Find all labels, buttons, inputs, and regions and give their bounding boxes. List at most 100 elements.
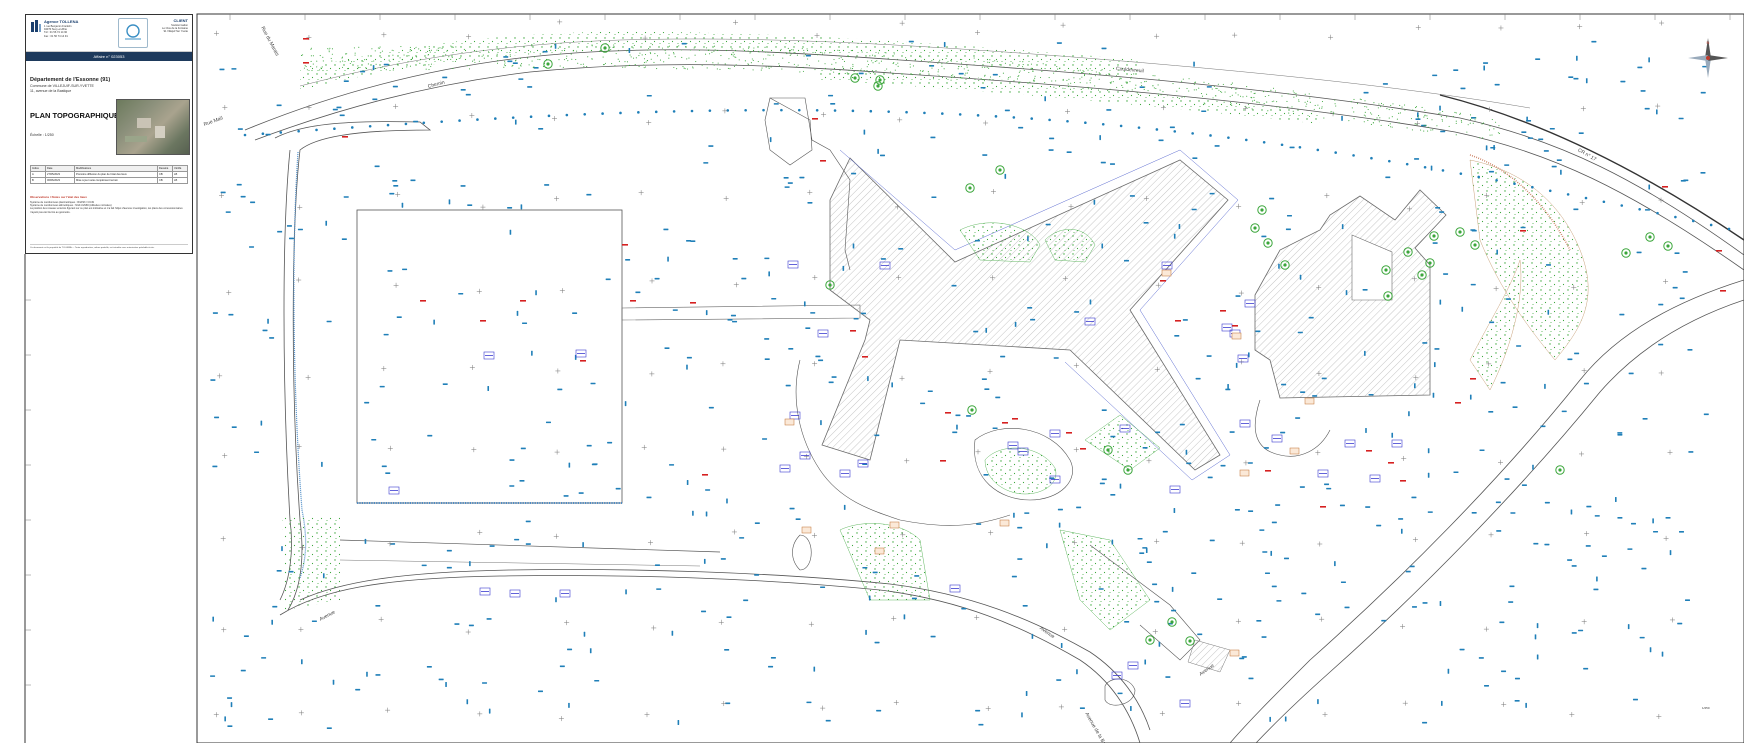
vegetation-dot (910, 67, 911, 68)
red-marker (940, 460, 946, 462)
vegetation-dot (1272, 101, 1273, 102)
vegetation-dot (573, 50, 574, 51)
vegetation-dot (762, 63, 763, 64)
vegetation-dot (305, 65, 306, 66)
vegetation-dot (1412, 129, 1413, 130)
survey-point (1144, 660, 1146, 665)
survey-point (1422, 342, 1427, 344)
vegetation-dot (905, 57, 906, 58)
survey-point (254, 451, 259, 453)
vegetation-dot (1122, 87, 1123, 88)
survey-point (1495, 84, 1500, 86)
vegetation-dot (1298, 101, 1299, 102)
vegetation-dot (761, 70, 762, 71)
survey-point (1506, 298, 1511, 300)
survey-point (487, 386, 489, 391)
vegetation-dot (872, 62, 873, 63)
network-label (1230, 650, 1239, 656)
vegetation-dot (1113, 81, 1114, 82)
tree-icon (1126, 468, 1129, 471)
vegetation-dot (1367, 120, 1368, 121)
vegetation-dot (479, 61, 480, 62)
survey-point (517, 311, 519, 316)
vegetation-dot (1266, 102, 1267, 103)
survey-point (1180, 424, 1185, 426)
vegetation-dot (543, 66, 544, 67)
survey-point (981, 87, 986, 89)
vegetation-dot (320, 55, 321, 56)
vegetation-dot (1212, 88, 1213, 89)
east-building[interactable] (1255, 190, 1446, 398)
vegetation-dot (845, 73, 846, 74)
red-marker (850, 330, 856, 332)
survey-point (1005, 110, 1010, 112)
vegetation-dot (1201, 93, 1202, 94)
vegetation-dot (530, 51, 531, 52)
scale-bar-label: 1/250 (1702, 706, 1710, 710)
vegetation-dot (1225, 92, 1226, 93)
survey-point (1165, 676, 1170, 678)
vegetation-dot (743, 68, 744, 69)
vegetation-dot (1179, 88, 1180, 89)
vegetation-dot (410, 47, 411, 48)
curb-point (1227, 136, 1230, 139)
main-building-x[interactable] (822, 158, 1228, 470)
vegetation-dot (1291, 106, 1292, 107)
vegetation-dot (412, 57, 413, 58)
vegetation-dot (807, 48, 808, 49)
survey-point (1309, 317, 1314, 319)
vegetation-dot (1427, 118, 1428, 119)
vegetation-dot (345, 53, 346, 54)
survey-point (241, 670, 246, 672)
vegetation-dot (1263, 91, 1264, 92)
survey-point (1521, 227, 1526, 229)
vegetation-dot (974, 61, 975, 62)
survey-point (1411, 497, 1416, 499)
vegetation-dot (958, 66, 959, 67)
survey-point (1021, 712, 1023, 717)
vegetation-dot (1120, 78, 1121, 79)
vegetation-dot (1454, 112, 1455, 113)
survey-point (1440, 131, 1445, 133)
survey-point (1130, 195, 1135, 197)
vegetation-dot (1158, 93, 1159, 94)
vegetation-dot (668, 58, 669, 59)
vegetation-dot (1470, 119, 1471, 120)
survey-point (708, 145, 713, 147)
vegetation-dot (1008, 79, 1009, 80)
survey-point (1364, 351, 1366, 356)
vegetation-dot (782, 58, 783, 59)
vegetation-dot (504, 63, 505, 64)
vegetation-dot (951, 75, 952, 76)
survey-point (724, 649, 729, 651)
vegetation-dot (982, 67, 983, 68)
vegetation-dot (928, 71, 929, 72)
vegetation-dot (452, 57, 453, 58)
vegetation-dot (603, 57, 604, 58)
vegetation-dot (852, 66, 853, 67)
vegetation-dot (1390, 126, 1391, 127)
vegetation-dot (978, 80, 979, 81)
survey-point (1648, 184, 1650, 189)
vegetation-dot (1078, 70, 1079, 71)
survey-point (1154, 601, 1159, 603)
survey-point (1262, 636, 1267, 638)
curb-point (1048, 119, 1051, 122)
vegetation-dot (717, 68, 718, 69)
survey-point (1278, 264, 1280, 269)
vegetation-dot (1055, 80, 1056, 81)
vegetation-dot (968, 70, 969, 71)
vegetation-dot (938, 75, 939, 76)
survey-point (739, 537, 744, 539)
vegetation-dot (1068, 83, 1069, 84)
vegetation-dot (790, 53, 791, 54)
survey-point (1174, 335, 1179, 337)
vegetation-dot (962, 77, 963, 78)
survey-point (1012, 576, 1017, 578)
vegetation-dot (329, 51, 330, 52)
survey-point (1483, 62, 1488, 64)
vegetation-dot (705, 54, 706, 55)
network-label (875, 548, 884, 554)
survey-point (1197, 633, 1202, 635)
